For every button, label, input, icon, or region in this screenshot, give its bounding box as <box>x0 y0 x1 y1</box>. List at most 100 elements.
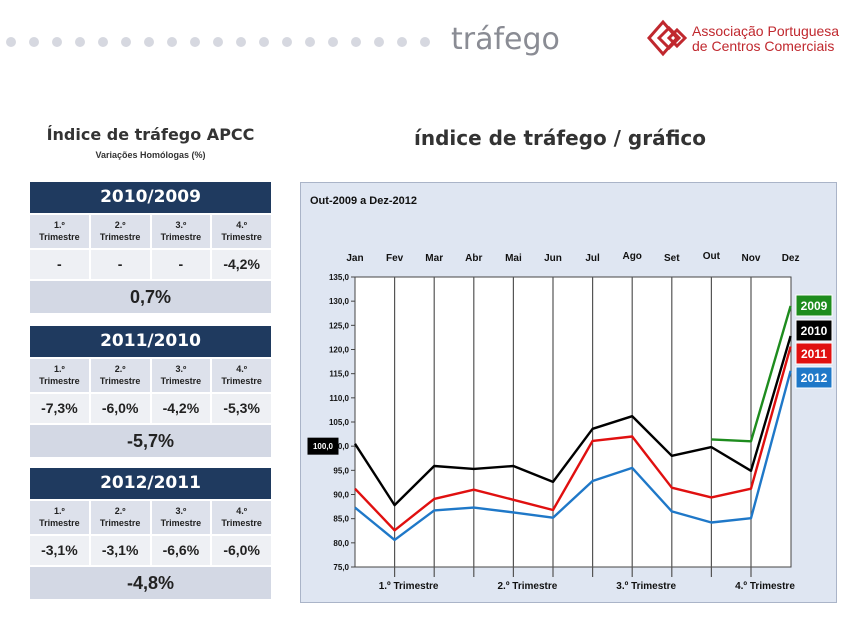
reference-badge <box>307 437 339 455</box>
quarter-value-row: -3,1% -3,1% -6,6% -6,0% <box>30 536 271 565</box>
quarter-header-row: 1.º Trimestre 2.º Trimestre 3.º Trimestre 4.º T… <box>30 215 271 248</box>
quarter-number: 3.º <box>175 506 187 516</box>
quarter-value: -6,6% <box>151 536 211 565</box>
quarter-number: 3.º <box>175 364 187 374</box>
header-dot <box>420 37 430 47</box>
quarter-word: Trimestre <box>221 518 262 528</box>
quarter-label: 3.º Trimestre <box>151 501 211 534</box>
legend-label: 2009 <box>801 299 828 313</box>
header-dot <box>374 37 384 47</box>
quarter-value-row: - - - -4,2% <box>30 250 271 279</box>
quarter-value: -3,1% <box>30 536 89 565</box>
header-dot <box>29 37 39 47</box>
quarter-value: -5,3% <box>212 394 271 423</box>
quarter-word: Trimestre <box>160 376 202 386</box>
quarter-value: -4,2% <box>151 394 211 423</box>
period-header: 2011/2010 <box>30 326 271 357</box>
period-header: 2012/2011 <box>30 468 271 499</box>
legend-swatch-2010 <box>795 319 833 342</box>
series-line-2009 <box>711 305 792 443</box>
header-dot <box>259 37 269 47</box>
y-tick-label: 120,0 <box>329 346 350 355</box>
quarter-number: 2.º <box>114 506 126 516</box>
chart-panel: Out-2009 a Dez-2012 75,0 80,0 85,0 90,0 95,0 1… <box>300 182 837 603</box>
quarter-axis-label: 3.º Trimestre <box>616 581 676 592</box>
quarter-word: Trimestre <box>39 518 80 528</box>
logo-line-1: Associação Portuguesa <box>692 23 840 39</box>
quarter-value: - <box>151 250 211 279</box>
header-dot <box>52 37 62 47</box>
quarter-label: 4.º Trimestre <box>212 215 271 248</box>
series-line-2010 <box>353 335 792 507</box>
quarter-value: -6,0% <box>212 536 271 565</box>
annual-total: -5,7% <box>30 425 271 457</box>
quarter-word: Trimestre <box>99 376 141 386</box>
page-title: tráfego <box>451 22 560 57</box>
header-dot <box>282 37 292 47</box>
y-tick-label: 80,0 <box>333 539 349 548</box>
y-tick-label: 85,0 <box>333 515 349 524</box>
quarter-label: 3.º Trimestre <box>151 215 211 248</box>
y-tick-label: 100,0 <box>329 442 350 451</box>
quarter-label: 2.º Trimestre <box>90 501 150 534</box>
quarter-axis-label: 2.º Trimestre <box>498 581 558 592</box>
header-dot <box>328 37 338 47</box>
quarter-number: 2.º <box>114 220 126 230</box>
y-tick-label: 75,0 <box>333 563 349 572</box>
quarter-word: Trimestre <box>99 232 141 242</box>
quarter-number: 4.º <box>236 220 248 230</box>
month-label: Ago <box>622 251 641 262</box>
header-dot <box>397 37 407 47</box>
month-label: Mai <box>505 253 522 264</box>
header-dot <box>75 37 85 47</box>
series-line-2011 <box>354 346 792 532</box>
y-tick-label: 90,0 <box>333 491 349 500</box>
y-tick-label: 115,0 <box>329 370 349 379</box>
quarter-word: Trimestre <box>39 376 80 386</box>
quarter-value-row: -7,3% -6,0% -4,2% -5,3% <box>30 394 271 423</box>
period-block: 2010/2009 1.º Trimestre 2.º Trimestre 3.º Trim… <box>30 182 271 313</box>
legend-swatch-2009 <box>795 294 833 317</box>
quarter-value: - <box>30 250 89 279</box>
quarter-number: 3.º <box>175 220 187 230</box>
month-label: Out <box>703 251 721 262</box>
header-dot <box>167 37 177 47</box>
header-dot <box>236 37 246 47</box>
quarter-value: -4,2% <box>212 250 271 279</box>
quarter-word: Trimestre <box>160 232 202 242</box>
quarter-number: 4.º <box>236 364 248 374</box>
month-label: Set <box>664 253 680 264</box>
legend-swatch-2012 <box>795 366 833 389</box>
month-label: Nov <box>742 253 761 264</box>
apcc-logo <box>647 19 688 57</box>
quarter-axis-label: 4.º Trimestre <box>735 581 795 592</box>
month-label: Jan <box>346 253 363 264</box>
y-tick-label: 110,0 <box>329 394 349 403</box>
left-panel-subtitle: Variações Homólogas (%) <box>95 150 206 160</box>
plot-area <box>354 276 792 568</box>
quarter-label: 1.º Trimestre <box>30 215 89 248</box>
quarter-word: Trimestre <box>39 232 80 242</box>
header-dot <box>144 37 154 47</box>
month-label: Abr <box>465 253 482 264</box>
quarter-label: 3.º Trimestre <box>151 359 211 392</box>
chart-subtitle: Out-2009 a Dez-2012 <box>310 195 417 207</box>
header-dot <box>190 37 200 47</box>
header-dots <box>6 37 443 47</box>
legend-label: 2012 <box>801 371 828 385</box>
header-dot <box>305 37 315 47</box>
quarter-word: Trimestre <box>99 518 141 528</box>
chart-title: índice de tráfego / gráfico <box>413 126 707 150</box>
month-label: Jun <box>544 253 562 264</box>
quarter-header-row: 1.º Trimestre 2.º Trimestre 3.º Trimestre 4.º T… <box>30 359 271 392</box>
y-tick-label: 95,0 <box>333 466 349 475</box>
quarter-label: 4.º Trimestre <box>212 501 271 534</box>
logo-line-2: de Centros Comerciais <box>692 38 835 54</box>
quarter-label: 1.º Trimestre <box>30 359 89 392</box>
quarter-value: -3,1% <box>90 536 150 565</box>
quarter-word: Trimestre <box>160 518 202 528</box>
month-label: Mar <box>425 253 443 264</box>
header-dot <box>213 37 223 47</box>
quarter-number: 4.º <box>236 506 248 516</box>
quarter-header-row: 1.º Trimestre 2.º Trimestre 3.º Trimestre 4.º T… <box>30 501 271 534</box>
